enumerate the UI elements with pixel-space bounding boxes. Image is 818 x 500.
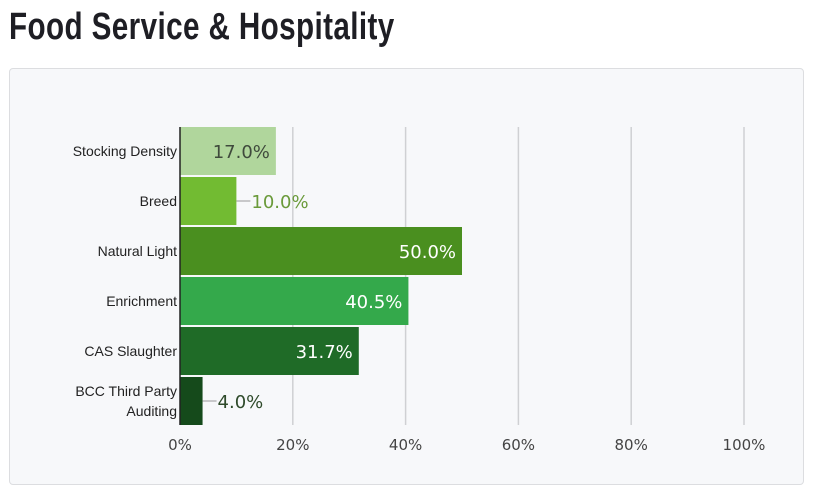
bar: [180, 277, 409, 325]
category-label: Enrichment: [106, 293, 177, 309]
chart-card: [9, 68, 804, 485]
category-label: Natural Light: [98, 243, 177, 259]
x-tick-label: 80%: [615, 436, 648, 454]
category-label: Breed: [140, 193, 177, 209]
value-label: 40.5%: [345, 292, 402, 313]
value-label: 31.7%: [296, 342, 353, 363]
category-label: CAS Slaughter: [84, 343, 177, 359]
value-label: 17.0%: [213, 142, 270, 163]
x-tick-label: 20%: [276, 436, 309, 454]
bar: [180, 327, 359, 375]
value-label: 50.0%: [399, 242, 456, 263]
value-label: 4.0%: [218, 392, 264, 413]
page-title: Food Service & Hospitality: [9, 6, 395, 48]
bar: [180, 127, 276, 175]
x-tick-label: 40%: [389, 436, 422, 454]
x-tick-label: 0%: [168, 436, 192, 454]
category-label: Stocking Density: [73, 143, 177, 159]
x-tick-label: 100%: [723, 436, 766, 454]
bar: [180, 227, 462, 275]
bar: [180, 377, 203, 425]
value-label: 10.0%: [251, 192, 308, 213]
bar: [180, 177, 237, 225]
category-label: Auditing: [126, 403, 177, 419]
x-tick-label: 60%: [502, 436, 535, 454]
category-label: BCC Third Party: [75, 383, 177, 399]
